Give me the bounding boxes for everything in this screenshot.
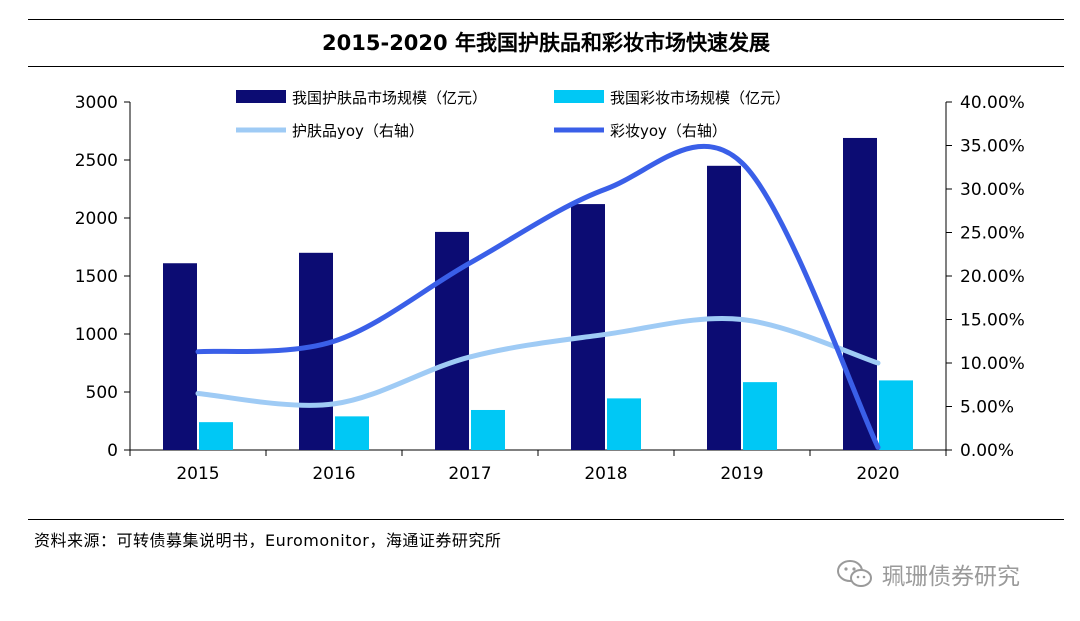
bar-makeup-2017 xyxy=(471,409,505,450)
legend-swatch-1 xyxy=(554,90,604,103)
left-tick-label: 2500 xyxy=(75,151,118,171)
x-tick-label: 2020 xyxy=(856,464,899,484)
bar-skincare-2015 xyxy=(163,263,197,450)
bar-makeup-2019 xyxy=(743,382,777,450)
right-tick-label: 20.00% xyxy=(960,267,1025,287)
right-tick-label: 15.00% xyxy=(960,311,1025,331)
top-rule xyxy=(28,19,1064,20)
bars xyxy=(163,137,913,451)
right-tick-label: 40.00% xyxy=(960,93,1025,113)
source-note: 资料来源：可转债募集说明书，Euromonitor，海通证券研究所 xyxy=(34,531,502,550)
legend-label-2: 护肤品yoy（右轴） xyxy=(292,122,424,140)
x-tick-label: 2017 xyxy=(448,464,491,484)
x-tick-label: 2019 xyxy=(720,464,763,484)
bottom-rule xyxy=(28,519,1064,520)
axes: 0 500 1000 1500 2000 2500 3000 0.00% 5.00% 10.00%… xyxy=(75,93,1025,484)
title-underline xyxy=(28,66,1064,67)
left-tick-label: 0 xyxy=(107,441,118,461)
right-tick-label: 0.00% xyxy=(960,441,1014,461)
watermark-text: 珮珊债券研究 xyxy=(882,564,1020,590)
lines xyxy=(195,143,881,450)
left-tick-label: 3000 xyxy=(75,93,118,113)
left-tick-label: 1500 xyxy=(75,267,118,287)
right-tick-label: 5.00% xyxy=(960,398,1014,418)
right-tick-label: 10.00% xyxy=(960,354,1025,374)
legend-label-3: 彩妆yoy（右轴） xyxy=(610,122,727,140)
bar-makeup-2015 xyxy=(199,422,233,450)
watermark: 珮珊债券研究 xyxy=(836,556,1020,592)
chart-title: 2015-2020 年我国护肤品和彩妆市场快速发展 xyxy=(322,31,770,55)
right-tick-label: 25.00% xyxy=(960,224,1025,244)
left-tick-label: 1000 xyxy=(75,325,118,345)
right-tick-label: 35.00% xyxy=(960,137,1025,157)
bar-skincare-2018 xyxy=(571,204,605,450)
bar-skincare-2016 xyxy=(299,252,333,450)
legend-swatch-0 xyxy=(236,90,286,103)
left-tick-label: 2000 xyxy=(75,209,118,229)
x-tick-label: 2016 xyxy=(312,464,355,484)
bar-skincare-2020 xyxy=(843,137,877,450)
legend-label-1: 我国彩妆市场规模（亿元） xyxy=(610,89,790,107)
bar-makeup-2018 xyxy=(607,398,641,450)
bar-makeup-2020 xyxy=(879,380,913,450)
x-tick-label: 2015 xyxy=(176,464,219,484)
left-tick-label: 500 xyxy=(86,383,118,403)
chart: 0 500 1000 1500 2000 2500 3000 0.00% 5.00% 10.00%… xyxy=(75,89,1025,484)
bar-makeup-2016 xyxy=(335,416,369,450)
legend: 我国护肤品市场规模（亿元） 我国彩妆市场规模（亿元） 护肤品yoy（右轴） 彩妆yoy… xyxy=(236,89,790,140)
right-tick-label: 30.00% xyxy=(960,180,1025,200)
line-makeup-yoy xyxy=(195,143,881,450)
bar-skincare-2019 xyxy=(707,165,741,451)
x-tick-label: 2018 xyxy=(584,464,627,484)
legend-label-0: 我国护肤品市场规模（亿元） xyxy=(292,89,487,107)
wechat-icon xyxy=(837,560,872,587)
line-skincare-yoy xyxy=(195,316,881,408)
